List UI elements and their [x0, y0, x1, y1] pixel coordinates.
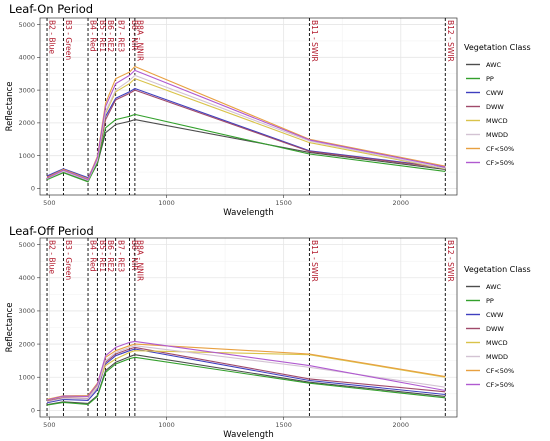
leaf-on-panel: Leaf-On Period 0 1000 2000 3000 4000 5000 500 10… — [5, 2, 531, 218]
plot-border — [39, 17, 458, 196]
y-tick-label: 1000 — [18, 374, 35, 382]
legend-item: MWDD — [486, 353, 508, 361]
series-line-pp — [46, 356, 446, 406]
panel-title: Leaf-Off Period — [9, 224, 94, 238]
band-label: B4 - Red — [89, 20, 98, 52]
legend: Vegetation Class AWC PP CWW DWW MWCD MWDD CF<50… — [464, 43, 531, 167]
leaf-off-panel: Leaf-Off Period 0 1000 2000 3000 4000 5000 500 1… — [5, 224, 531, 440]
band-label: B7 - RE3 — [116, 20, 125, 52]
legend: Vegetation Class AWC PP CWW DWW MWCD MWDD CF<50… — [464, 265, 531, 389]
band-label: B3 - Green — [64, 240, 73, 280]
band-label: B12 - SWIR — [446, 240, 455, 282]
band-label: B2 - Blue — [48, 20, 57, 54]
legend-item: CF<50% — [486, 145, 514, 153]
band-label: B11 - SWIR — [310, 240, 319, 282]
series-line-cf-50- — [46, 65, 446, 180]
legend-item: PP — [486, 297, 494, 305]
band-label: B5 - RE1 — [98, 20, 107, 52]
x-axis-label: Wavelength — [223, 208, 273, 218]
series-lines — [46, 340, 446, 406]
series-line-mwcd — [46, 350, 446, 401]
band-label: B11 - SWIR — [310, 20, 319, 62]
legend-item: PP — [486, 75, 494, 83]
band-markers: B2 - Blue B3 - Green B4 - Red B5 - RE1 B6 - … — [46, 18, 455, 195]
legend-title: Vegetation Class — [464, 43, 531, 52]
legend-item: CF<50% — [486, 367, 514, 375]
series-lines — [46, 65, 446, 183]
x-tick-label: 500 — [43, 199, 55, 207]
y-axis-label: Reflectance — [5, 82, 15, 132]
x-tick-label: 1000 — [158, 199, 175, 207]
legend-item: CF>50% — [486, 159, 514, 167]
band-label: B5 - RE1 — [98, 240, 107, 272]
band-label: B12 - SWIR — [446, 20, 455, 62]
x-tick-label: 1500 — [275, 421, 292, 429]
panel-title: Leaf-On Period — [9, 2, 93, 16]
series-line-cww — [46, 348, 446, 404]
y-tick-label: 2000 — [18, 119, 35, 127]
series-line-awc — [46, 354, 446, 406]
x-tick-label: 2000 — [393, 199, 410, 207]
legend-item: AWC — [486, 61, 502, 69]
band-label: B2 - Blue — [48, 240, 57, 274]
y-tick-label: 2000 — [18, 340, 35, 348]
series-line-cf-50- — [46, 340, 446, 401]
legend-item: CWW — [486, 311, 504, 319]
legend-item: CF>50% — [486, 381, 514, 389]
series-line-mwdd — [46, 74, 446, 181]
y-tick-label: 0 — [31, 407, 35, 415]
series-line-cf-50- — [46, 343, 446, 400]
series-line-cf-50- — [46, 69, 446, 181]
legend-title: Vegetation Class — [464, 265, 531, 274]
grid — [40, 238, 457, 417]
y-tick-label: 5000 — [18, 21, 35, 29]
y-tick-label: 3000 — [18, 86, 35, 94]
y-tick-label: 4000 — [18, 274, 35, 282]
band-label: B6 - RE2 — [106, 240, 115, 272]
series-line-pp — [46, 113, 446, 183]
grid — [40, 18, 457, 195]
y-tick-label: 5000 — [18, 241, 35, 249]
y-tick-label: 4000 — [18, 54, 35, 62]
band-markers: B2 - Blue B3 - Green B4 - Red B5 - RE1 B6 - … — [46, 238, 455, 417]
series-line-mwdd — [46, 345, 446, 403]
legend-item: MWCD — [486, 339, 508, 347]
legend-item: DWW — [486, 103, 504, 111]
band-label: B8A - NNIR — [135, 20, 144, 61]
plot-border — [39, 237, 458, 418]
legend-item: DWW — [486, 325, 504, 333]
x-tick-label: 1000 — [158, 421, 175, 429]
y-tick-label: 0 — [31, 185, 35, 193]
x-tick-label: 500 — [43, 421, 55, 429]
series-line-cww — [46, 87, 446, 179]
x-tick-label: 2000 — [393, 421, 410, 429]
x-tick-label: 1500 — [275, 199, 292, 207]
y-tick-label: 1000 — [18, 152, 35, 160]
y-tick-label: 3000 — [18, 307, 35, 315]
legend-item: CWW — [486, 89, 504, 97]
legend-item: AWC — [486, 283, 502, 291]
band-label: B7 - RE3 — [116, 240, 125, 272]
x-axis-label: Wavelength — [223, 430, 273, 440]
series-line-awc — [46, 119, 446, 182]
y-axis-label: Reflectance — [5, 303, 15, 353]
band-label: B8A - NNIR — [135, 240, 144, 281]
band-label: B3 - Green — [64, 20, 73, 60]
band-label: B4 - Red — [89, 240, 98, 272]
legend-item: MWCD — [486, 117, 508, 125]
legend-item: MWDD — [486, 131, 508, 139]
band-label: B6 - RE2 — [106, 20, 115, 52]
